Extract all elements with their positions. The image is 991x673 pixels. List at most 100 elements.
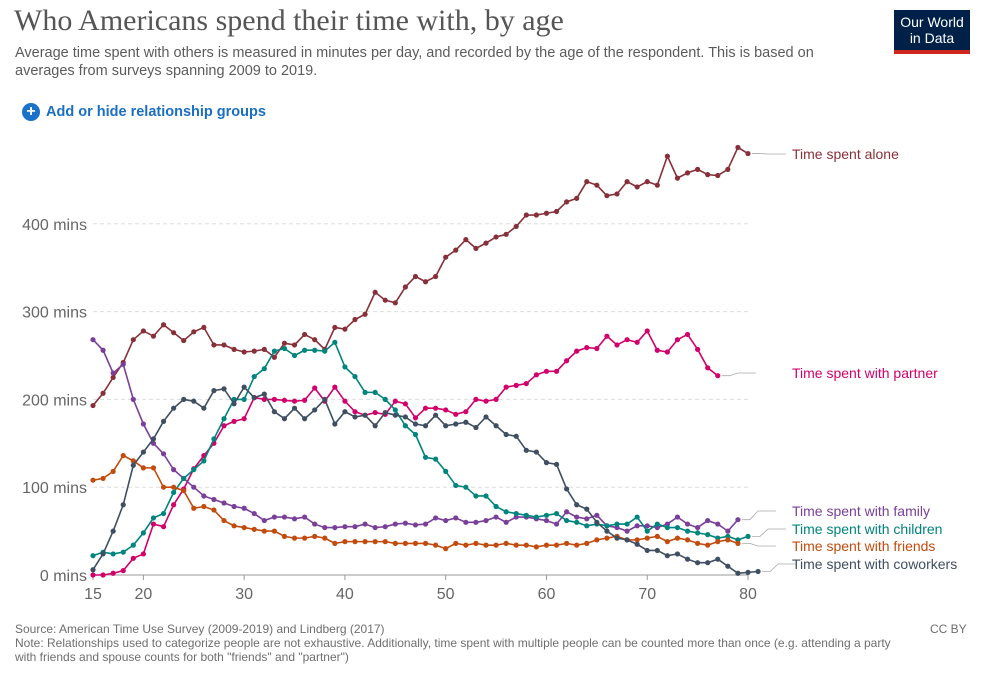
data-point bbox=[281, 345, 288, 352]
data-point bbox=[342, 409, 348, 415]
data-point bbox=[574, 502, 580, 508]
data-point bbox=[483, 398, 489, 404]
data-point bbox=[604, 333, 610, 339]
data-point bbox=[422, 279, 429, 285]
data-point bbox=[110, 551, 116, 557]
data-point bbox=[634, 541, 640, 547]
data-point bbox=[392, 300, 398, 306]
data-point bbox=[543, 512, 550, 518]
data-point bbox=[241, 416, 247, 422]
data-point bbox=[271, 514, 277, 520]
data-point bbox=[140, 421, 146, 427]
data-point bbox=[594, 182, 600, 188]
data-point bbox=[634, 537, 640, 543]
data-point bbox=[473, 245, 479, 251]
data-point bbox=[412, 273, 419, 280]
data-point bbox=[513, 382, 519, 388]
data-point bbox=[513, 223, 519, 230]
data-point bbox=[422, 423, 429, 429]
data-point bbox=[523, 212, 529, 218]
data-point bbox=[715, 521, 721, 527]
data-point bbox=[433, 515, 439, 521]
data-point bbox=[564, 517, 570, 524]
data-point bbox=[594, 519, 600, 525]
data-point bbox=[291, 352, 298, 359]
data-point bbox=[150, 515, 157, 521]
data-point bbox=[271, 348, 277, 354]
data-point bbox=[483, 414, 489, 420]
data-point bbox=[594, 537, 600, 543]
data-point bbox=[422, 521, 429, 527]
data-point bbox=[594, 512, 600, 518]
data-point bbox=[291, 342, 298, 348]
data-point bbox=[100, 347, 106, 353]
data-point bbox=[312, 385, 318, 391]
x-tick-label: 50 bbox=[437, 586, 455, 603]
data-point bbox=[463, 484, 469, 490]
data-point bbox=[171, 489, 177, 496]
add-relationship-groups-button[interactable]: + Add or hide relationship groups bbox=[22, 103, 266, 121]
owid-logo[interactable]: Our World in Data bbox=[894, 10, 970, 54]
data-point bbox=[281, 514, 288, 520]
data-point bbox=[211, 507, 217, 513]
data-point bbox=[412, 421, 419, 427]
data-point bbox=[342, 524, 348, 530]
data-point bbox=[443, 423, 449, 429]
data-point bbox=[624, 537, 630, 543]
data-point bbox=[352, 373, 358, 380]
data-point bbox=[483, 517, 489, 524]
data-point bbox=[261, 346, 267, 352]
data-point bbox=[130, 462, 136, 468]
data-point bbox=[654, 521, 660, 527]
data-point bbox=[634, 339, 640, 345]
data-point bbox=[422, 540, 429, 546]
data-point bbox=[160, 510, 167, 517]
data-point bbox=[735, 517, 741, 523]
data-point bbox=[191, 329, 197, 335]
data-point bbox=[453, 540, 459, 546]
data-point bbox=[634, 523, 640, 529]
data-point bbox=[725, 537, 731, 543]
data-point bbox=[191, 467, 197, 473]
data-point bbox=[745, 569, 751, 575]
data-point bbox=[271, 354, 277, 360]
data-point bbox=[322, 396, 328, 402]
data-point bbox=[664, 153, 670, 159]
data-point bbox=[302, 347, 308, 353]
data-point bbox=[473, 396, 479, 402]
data-point bbox=[231, 503, 237, 510]
data-point bbox=[332, 324, 338, 331]
license-link[interactable]: CC BY bbox=[930, 622, 967, 636]
data-point bbox=[110, 570, 116, 576]
data-point bbox=[493, 503, 499, 510]
data-point bbox=[433, 412, 439, 418]
data-point bbox=[181, 488, 187, 494]
data-point bbox=[584, 179, 590, 185]
data-point bbox=[372, 409, 378, 416]
data-point bbox=[241, 349, 247, 355]
data-point bbox=[261, 396, 267, 402]
data-point bbox=[140, 449, 146, 455]
chart-footer: Source: American Time Use Survey (2009-2… bbox=[15, 622, 915, 664]
data-point bbox=[473, 540, 479, 546]
data-point bbox=[231, 523, 237, 529]
data-point bbox=[352, 414, 358, 420]
data-point bbox=[664, 349, 670, 355]
data-point bbox=[654, 182, 660, 188]
data-point bbox=[231, 346, 237, 352]
data-point bbox=[553, 461, 560, 467]
data-point bbox=[352, 524, 358, 530]
data-point bbox=[463, 542, 469, 548]
data-point bbox=[140, 551, 146, 557]
data-point bbox=[412, 540, 419, 546]
data-point bbox=[140, 328, 146, 334]
data-point bbox=[624, 179, 630, 185]
data-point bbox=[543, 542, 550, 548]
data-point bbox=[664, 539, 670, 545]
data-point bbox=[674, 514, 681, 520]
chart-title: Who Americans spend their time with, by … bbox=[14, 4, 564, 37]
data-point bbox=[453, 515, 459, 521]
data-point bbox=[392, 398, 398, 404]
data-point bbox=[553, 208, 560, 215]
data-point bbox=[453, 421, 459, 427]
